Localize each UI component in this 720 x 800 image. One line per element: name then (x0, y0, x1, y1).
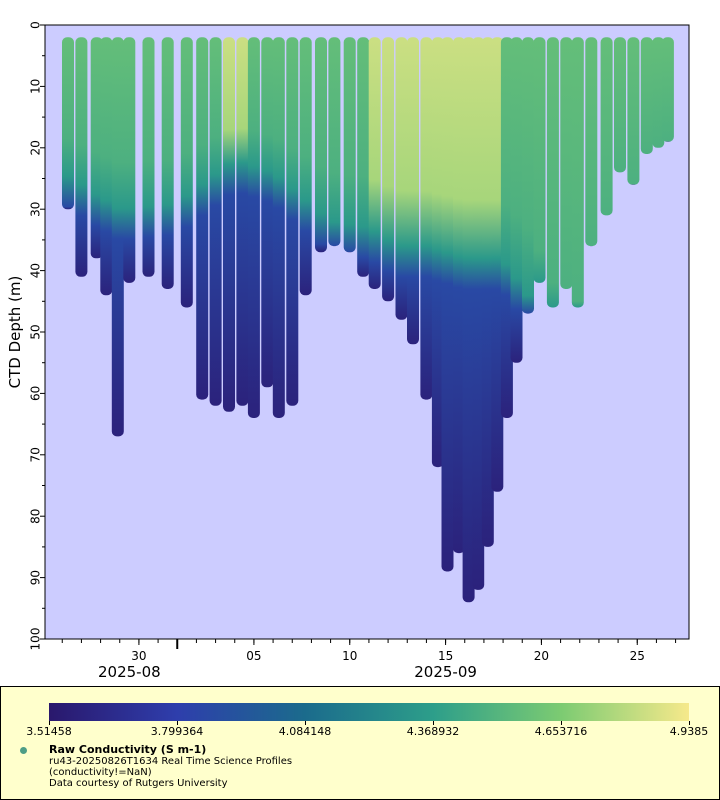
y-axis-title: CTD Depth (m) (6, 276, 24, 389)
colorbar-tick-label: 4.368932 (406, 725, 460, 738)
colorbar-tick (177, 721, 178, 725)
profile-mark (395, 37, 408, 320)
profiles-layer (62, 37, 674, 603)
profile-mark (510, 37, 523, 363)
profile-mark (453, 37, 465, 554)
profile-mark (75, 37, 88, 277)
profile-mark (481, 37, 494, 547)
y-tick-label: 10 (29, 79, 43, 94)
profile-mark (533, 37, 546, 283)
profile-mark (161, 37, 174, 289)
y-tick-label: 80 (29, 509, 43, 524)
colorbar-tick-label: 3.799364 (150, 725, 204, 738)
x-tick-label: 20 (534, 649, 549, 663)
profile-mark (299, 37, 312, 296)
month-label: 2025-09 (414, 663, 477, 681)
profile-mark (123, 37, 136, 283)
profile-mark (600, 37, 613, 216)
profile-mark (368, 37, 381, 289)
legend-constraint: (conductivity!=NaN) (49, 767, 152, 778)
profile-mark (560, 37, 573, 289)
colorbar-tick-label: 4.084148 (278, 725, 332, 738)
profile-mark (180, 37, 193, 308)
profile-mark (62, 37, 74, 210)
profile-mark (652, 37, 665, 148)
profile-mark (357, 37, 370, 277)
profile-mark (315, 37, 327, 253)
profile-mark (90, 37, 103, 259)
profile-mark (431, 37, 444, 468)
x-tick-label: 25 (630, 649, 645, 663)
profile-mark (142, 37, 155, 277)
profile-mark (420, 37, 433, 400)
y-tick-label: 100 (29, 628, 43, 651)
x-tick-label: 15 (438, 649, 453, 663)
profile-mark (571, 37, 584, 308)
month-label: 2025-08 (98, 663, 161, 681)
x-tick-label: 30 (131, 649, 146, 663)
x-tick-label: 05 (246, 649, 261, 663)
y-tick-label: 60 (29, 386, 43, 401)
profile-mark (462, 37, 475, 603)
profile-mark (546, 37, 559, 308)
profile-mark (491, 37, 504, 492)
colorbar-tick (689, 721, 690, 725)
y-tick-label: 70 (29, 447, 43, 462)
profile-mark (328, 37, 341, 247)
colorbar-tick (49, 721, 50, 725)
colorbar-tick (561, 721, 562, 725)
profile-mark (111, 37, 124, 437)
chart: 0 10 20 30 40 50 60 70 80 90 100 30 05 10 15 20 25 2025-… (6, 21, 690, 681)
y-tick-label: 0 (29, 21, 43, 29)
profile-mark (614, 37, 626, 173)
y-tick-label: 20 (29, 140, 43, 155)
colorbar-tick-label: 3.51458 (26, 725, 72, 738)
y-tick-label: 50 (29, 324, 43, 339)
profile-mark (261, 37, 274, 388)
legend-dataset: ru43-20250826T1634 Real Time Science Pro… (49, 756, 293, 767)
profile-mark (286, 37, 299, 406)
profile-mark (382, 37, 395, 302)
colorbar (49, 703, 689, 721)
profile-mark (585, 37, 598, 247)
legend-title: Raw Conductivity (S m-1) (49, 743, 207, 756)
profile-mark (247, 37, 260, 419)
legend-panel: 3.51458 3.799364 4.084148 4.368932 4.653716 4… (0, 686, 720, 800)
profile-mark (236, 37, 249, 406)
profile-mark (627, 37, 640, 185)
legend-credit: Data courtesy of Rutgers University (49, 778, 228, 789)
profile-mark (272, 37, 285, 419)
colorbar-tick-label: 4.653716 (534, 725, 588, 738)
profile-mark (196, 37, 209, 400)
profile-mark (640, 37, 653, 154)
profile-mark (100, 37, 113, 296)
y-axis: 0 10 20 30 40 50 60 70 80 90 100 (29, 21, 45, 651)
profile-mark (500, 37, 513, 419)
profile-mark (223, 37, 235, 412)
y-tick-label: 40 (29, 263, 43, 278)
colorbar-tick (433, 721, 434, 725)
colorbar-tick-label: 4.9385 (669, 725, 709, 738)
profile-mark (472, 37, 485, 590)
legend-marker (20, 747, 27, 754)
x-tick-label: 10 (342, 649, 357, 663)
y-tick-label: 90 (29, 570, 43, 585)
profile-mark (441, 37, 454, 572)
profile-mark (407, 37, 419, 345)
profile-mark (661, 37, 674, 142)
x-axis: 30 05 10 15 20 25 2025-08 2025-09 (61, 639, 677, 681)
y-tick-label: 30 (29, 202, 43, 217)
profile-mark (522, 37, 534, 314)
colorbar-tick (305, 721, 306, 725)
profile-mark (343, 37, 356, 253)
profile-mark (209, 37, 222, 406)
